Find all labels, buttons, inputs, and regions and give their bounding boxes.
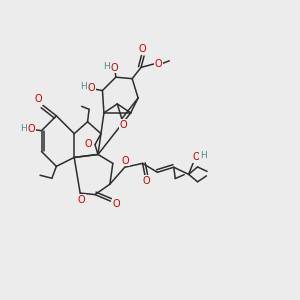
Text: O: O bbox=[122, 156, 129, 166]
Text: H: H bbox=[200, 151, 207, 160]
Text: O: O bbox=[78, 195, 86, 205]
Text: H: H bbox=[103, 62, 110, 71]
Text: O: O bbox=[119, 120, 127, 130]
Text: O: O bbox=[154, 59, 162, 69]
Text: O: O bbox=[112, 199, 120, 209]
Text: O: O bbox=[35, 94, 42, 104]
Text: O: O bbox=[85, 139, 92, 149]
Text: O: O bbox=[192, 152, 200, 162]
Text: H: H bbox=[20, 124, 26, 133]
Text: O: O bbox=[143, 176, 151, 186]
Text: O: O bbox=[87, 83, 95, 93]
Text: H: H bbox=[80, 82, 86, 91]
Text: O: O bbox=[27, 124, 35, 134]
Text: O: O bbox=[139, 44, 146, 54]
Text: O: O bbox=[110, 63, 118, 73]
